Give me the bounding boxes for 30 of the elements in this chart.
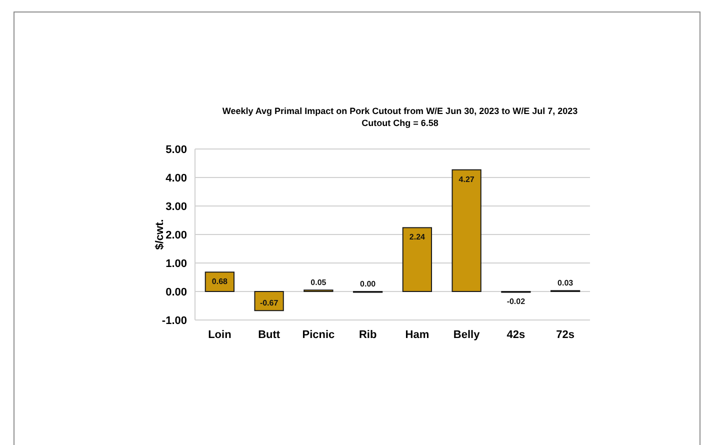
data-label: 0.00 [360,280,376,288]
x-tick-label: Loin [208,329,232,341]
bar [204,272,235,292]
data-label: 0.68 [212,277,228,286]
x-tick-label: 42s [506,329,526,341]
y-tick-label: 0.00 [166,286,187,298]
data-label: 2.24 [409,232,426,242]
y-tick-label: 4.00 [166,172,187,184]
bar [452,169,482,292]
y-tick-label: -1.00 [162,315,187,327]
chart-subtitle: Cutout Chg = 6.58 [362,118,438,128]
data-label: -0.67 [260,298,279,308]
x-tick-label: Butt [258,329,280,341]
bar [254,291,284,312]
data-label: -0.02 [506,297,526,306]
x-tick-label: Picnic [302,329,335,341]
y-tick-label: 1.00 [166,258,187,270]
y-tick-label: 5.00 [166,144,187,156]
y-tick-label: 3.00 [166,201,187,213]
y-tick-label: 2.00 [166,230,187,242]
data-label: 0.03 [558,278,574,288]
x-tick-label: Ham [405,329,430,341]
chart-title: Weekly Avg Primal Impact on Pork Cutout from W/E Jun 30, 2023 to W/E Jul 7, 2023 [222,106,578,116]
data-label: 4.27 [458,174,475,184]
x-tick-label: Belly [453,329,481,341]
data-label: 0.05 [310,278,327,288]
x-tick-label: Rib [358,329,377,341]
bar [402,227,432,292]
x-tick-label: 72s [556,329,574,341]
y-axis-title: $/cwt. [154,219,166,250]
